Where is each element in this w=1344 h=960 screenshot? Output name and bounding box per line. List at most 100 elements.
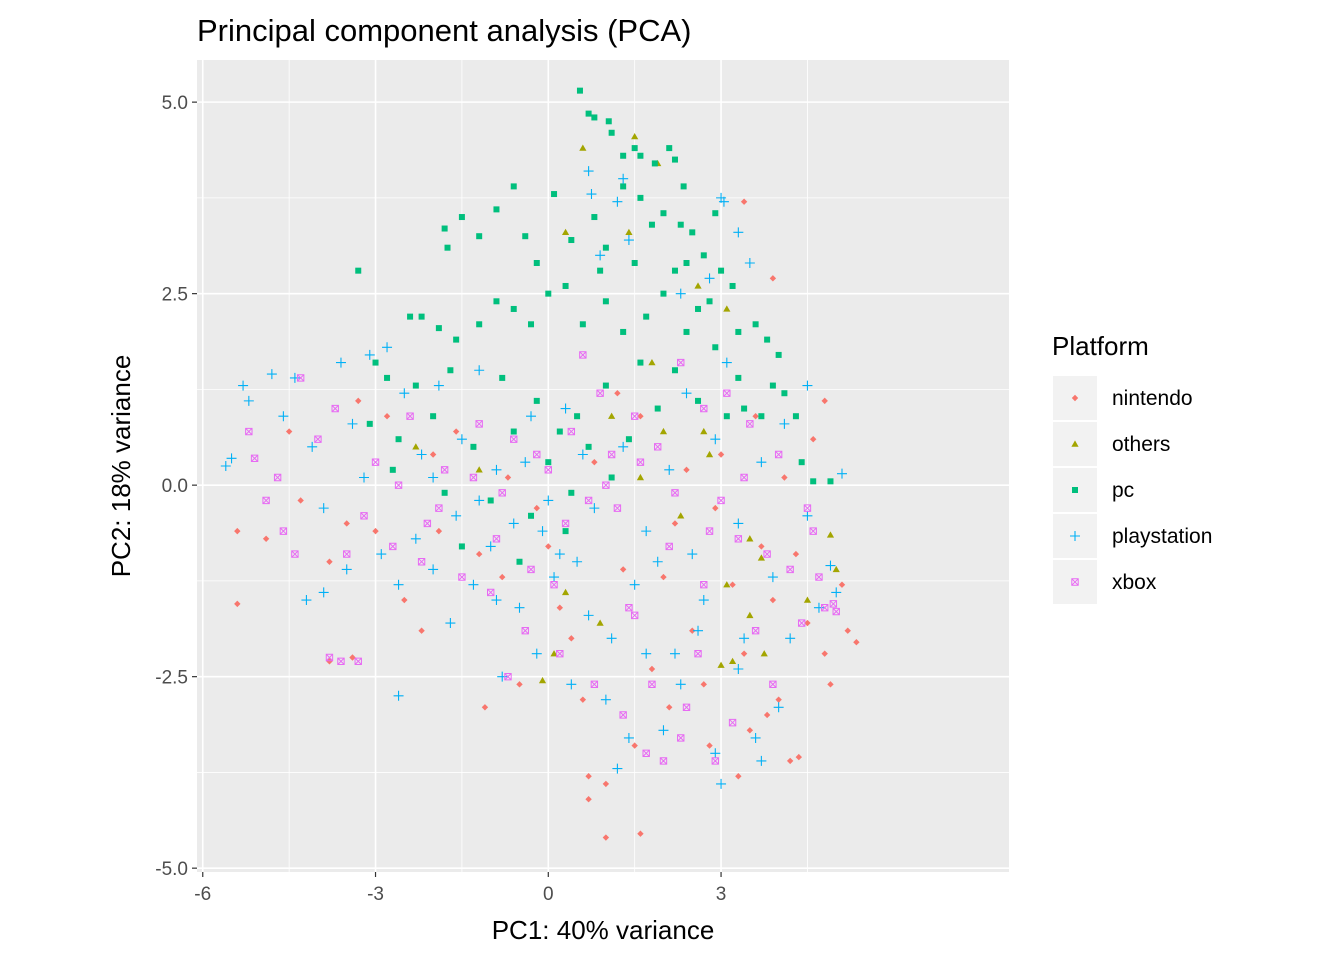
xbox-point bbox=[809, 527, 817, 535]
playstation-point bbox=[612, 196, 623, 207]
xbox-point bbox=[602, 481, 610, 489]
xbox-point bbox=[469, 473, 478, 482]
playstation-point bbox=[733, 227, 744, 238]
xbox-point bbox=[533, 450, 541, 459]
xbox-point bbox=[717, 496, 725, 505]
xbox-point bbox=[487, 588, 495, 597]
playstation-point bbox=[566, 679, 577, 690]
pc-point bbox=[447, 367, 454, 374]
playstation-point bbox=[549, 572, 560, 583]
playstation-point bbox=[508, 518, 519, 529]
pc-point bbox=[412, 382, 419, 389]
others-point bbox=[728, 657, 737, 665]
others-point bbox=[700, 427, 708, 435]
playstation-point bbox=[520, 457, 531, 468]
xbox-point bbox=[590, 680, 599, 689]
nintendo-point bbox=[758, 543, 765, 550]
xbox-point bbox=[763, 550, 771, 558]
others-point bbox=[608, 412, 616, 419]
pc-point bbox=[528, 512, 535, 519]
nintendo-point bbox=[740, 650, 748, 657]
playstation-point bbox=[733, 518, 744, 529]
pc-point bbox=[741, 405, 748, 412]
others-point bbox=[412, 443, 420, 450]
nintendo-point bbox=[481, 704, 489, 711]
nintendo-point bbox=[746, 727, 754, 734]
playstation-point bbox=[710, 434, 721, 445]
playstation-point bbox=[704, 273, 715, 284]
nintendo-point bbox=[383, 413, 391, 420]
nintendo-point bbox=[706, 742, 713, 749]
data-points bbox=[220, 87, 860, 841]
pc-point bbox=[574, 413, 581, 420]
playstation-point bbox=[589, 503, 600, 514]
xbox-point bbox=[521, 626, 529, 635]
pc-point bbox=[735, 374, 742, 381]
nintendo-point bbox=[372, 527, 379, 535]
nintendo-point bbox=[545, 543, 552, 550]
playstation-point bbox=[382, 342, 393, 353]
pc-point bbox=[568, 489, 575, 496]
nintendo-point bbox=[602, 780, 610, 788]
pc-point bbox=[528, 321, 535, 328]
x-axis-ticks: -6 -3 0 3 bbox=[194, 872, 726, 905]
legend-label-xbox: xbox bbox=[1112, 571, 1157, 594]
pc-point bbox=[660, 210, 667, 217]
playstation-point bbox=[831, 587, 842, 598]
others-point bbox=[746, 611, 754, 619]
nintendo-point bbox=[660, 573, 667, 581]
pc-point bbox=[499, 374, 506, 381]
nintendo-point bbox=[614, 390, 621, 397]
pc-point bbox=[792, 413, 799, 420]
playstation-point bbox=[669, 648, 680, 659]
xbox-point bbox=[625, 604, 633, 612]
nintendo-point bbox=[355, 397, 362, 405]
pc-point bbox=[660, 290, 667, 297]
xbox-point bbox=[630, 412, 639, 420]
xbox-point bbox=[728, 718, 737, 727]
nintendo-point bbox=[729, 581, 736, 588]
pc-point bbox=[695, 305, 702, 312]
playstation-point bbox=[474, 365, 485, 376]
xbox-point bbox=[371, 458, 380, 466]
nintendo-point bbox=[349, 654, 356, 661]
pc-point bbox=[389, 466, 396, 473]
xbox-point bbox=[677, 358, 685, 367]
nintendo-point bbox=[786, 757, 794, 765]
nintendo-point bbox=[740, 198, 748, 205]
xbox-point bbox=[343, 550, 351, 558]
playstation-point bbox=[802, 510, 813, 521]
pc-point bbox=[418, 313, 425, 320]
y-tick-label: 2.5 bbox=[162, 285, 188, 306]
pc-point bbox=[781, 390, 788, 397]
nintendo-point bbox=[683, 466, 690, 474]
pc-point bbox=[487, 497, 494, 504]
nintendo-point bbox=[556, 604, 564, 611]
xbox-point bbox=[797, 619, 806, 627]
pc-point bbox=[585, 443, 592, 450]
others-point bbox=[717, 661, 725, 668]
xbox-point bbox=[279, 527, 288, 535]
legend-label-playstation: playstation bbox=[1112, 525, 1212, 548]
pc-point bbox=[810, 478, 817, 485]
pc-point bbox=[470, 443, 477, 450]
pc-point bbox=[671, 156, 678, 163]
others-point bbox=[803, 596, 812, 603]
pc-point bbox=[545, 459, 552, 466]
xbox-point bbox=[250, 454, 259, 463]
xbox-point bbox=[751, 626, 760, 635]
nintendo-point bbox=[234, 600, 241, 608]
pc-point bbox=[533, 260, 540, 266]
nintendo-point bbox=[435, 527, 443, 535]
nintendo-point bbox=[853, 638, 860, 646]
others-point bbox=[659, 427, 668, 435]
xbox-point bbox=[504, 672, 512, 681]
playstation-point bbox=[514, 602, 525, 613]
legend-marker-others bbox=[1071, 440, 1079, 447]
playstation-point bbox=[756, 457, 767, 468]
nintendo-point bbox=[666, 704, 673, 711]
playstation-point bbox=[664, 464, 675, 475]
xbox-point bbox=[677, 734, 685, 742]
xbox-point bbox=[394, 481, 403, 489]
pc-point bbox=[651, 160, 658, 167]
